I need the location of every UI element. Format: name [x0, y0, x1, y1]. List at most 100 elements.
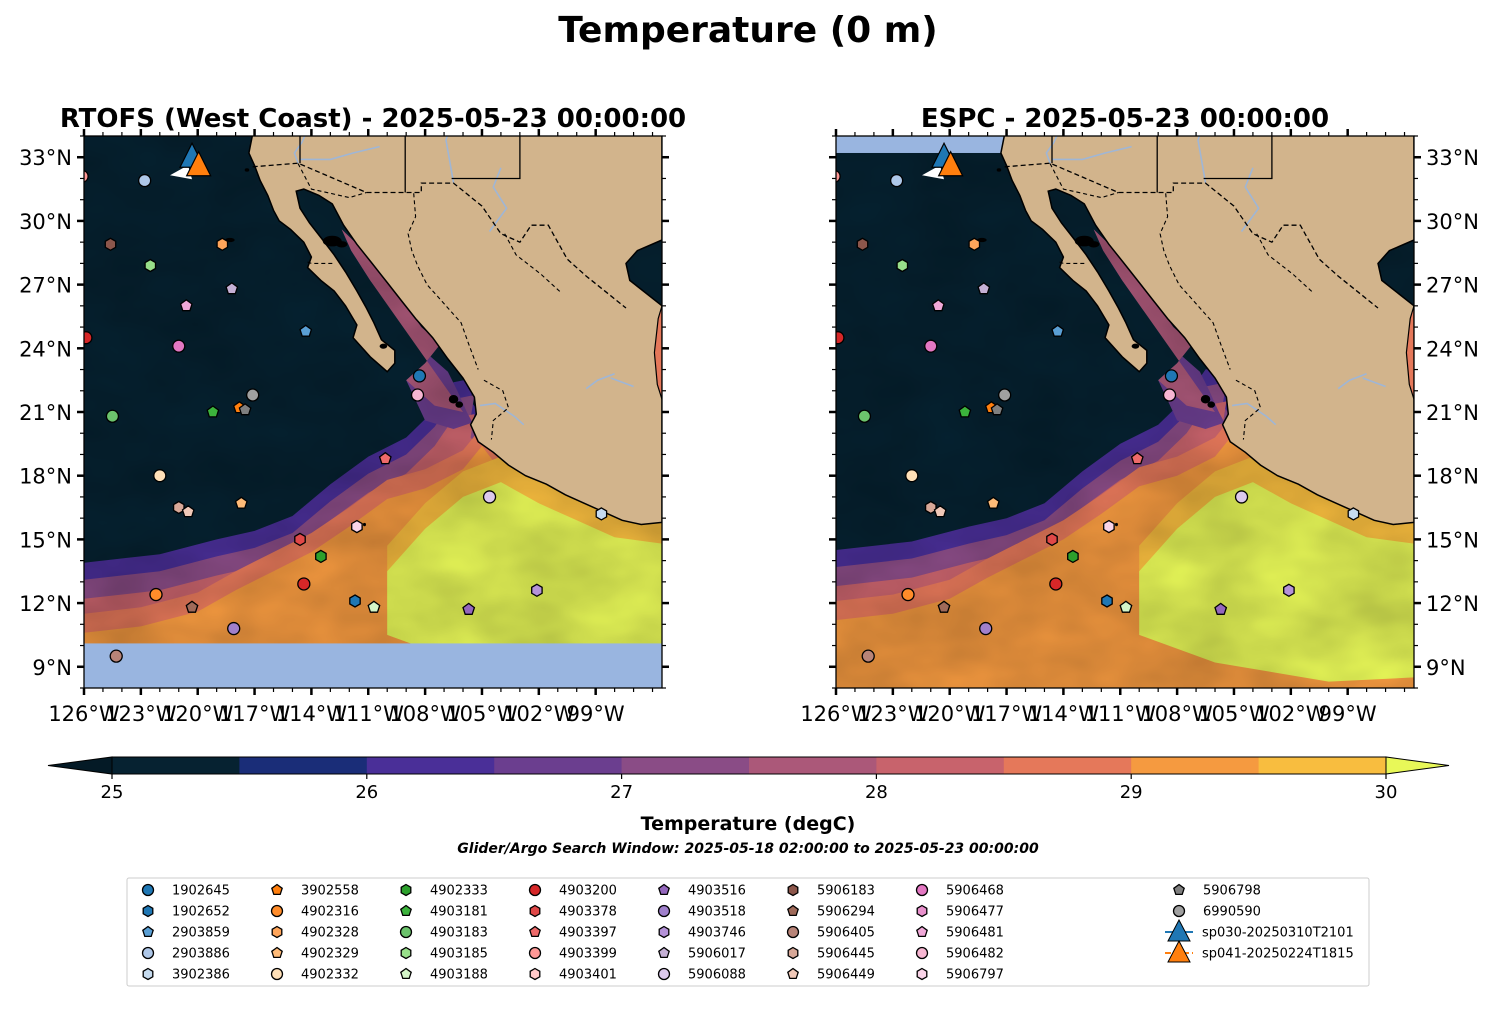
float-marker	[412, 369, 427, 383]
float-marker	[137, 173, 152, 188]
legend-label: 5906017	[688, 947, 746, 962]
legend-label: 4903516	[688, 884, 746, 899]
float-marker	[990, 403, 1004, 416]
float-marker	[482, 490, 497, 504]
legend-marker	[271, 925, 283, 939]
y-tick-label: 12°N	[19, 592, 72, 616]
x-tick-label: 120°W	[162, 702, 234, 726]
island	[1131, 343, 1140, 349]
colorbar-segment	[112, 757, 240, 774]
gulf-of-mexico-edge	[1405, 305, 1414, 400]
legend-label: 4903200	[559, 884, 617, 899]
legend-entry: 5906294	[787, 905, 875, 920]
float-marker	[1214, 602, 1228, 615]
legend-entry: 5906477	[916, 905, 1004, 920]
river	[1362, 377, 1386, 388]
state-border	[407, 193, 479, 370]
legend-label: 5906449	[817, 968, 875, 983]
legend-label: 4902316	[301, 905, 359, 920]
no-data-region	[84, 643, 662, 688]
float-marker	[1067, 549, 1079, 564]
float-marker	[937, 600, 951, 613]
float-marker	[968, 237, 981, 252]
float-marker	[216, 237, 229, 252]
legend-entry: 4903183	[399, 926, 488, 941]
legend-label: 4903401	[559, 968, 617, 983]
x-tick-label: 117°W	[971, 702, 1043, 726]
legend-label: 5906468	[946, 884, 1004, 899]
legend-frame	[126, 877, 1370, 987]
legend-entry: 4903200	[528, 883, 617, 899]
legend-entry: 6990590	[1172, 905, 1261, 920]
legend-label: 5906294	[817, 905, 875, 920]
river	[1231, 402, 1277, 426]
float-marker	[836, 331, 845, 345]
x-tick-label: 126°W	[800, 702, 872, 726]
y-tick-label: 18°N	[1426, 465, 1479, 489]
legend-entry: 4902329	[271, 946, 359, 962]
legend-label: 4903181	[430, 905, 488, 920]
river	[1240, 167, 1260, 232]
colorbar-tick-label: 25	[101, 782, 124, 803]
legend-entry: 4902316	[270, 905, 359, 920]
x-tick-label: 111°W	[333, 702, 405, 726]
colorbar-segment	[494, 757, 623, 774]
float-marker	[238, 403, 252, 416]
river	[1045, 136, 1058, 164]
glider-markers	[170, 141, 212, 180]
float-marker	[986, 496, 1000, 509]
colorbar-label: Temperature (degC)	[641, 813, 856, 835]
glider-markers	[922, 141, 964, 180]
legend-label: 4902329	[301, 947, 359, 962]
legend-label: 5906405	[817, 926, 875, 941]
legend-marker	[271, 946, 283, 959]
river	[293, 136, 306, 164]
float-marker	[153, 469, 167, 483]
legend-label: 4902332	[301, 968, 359, 983]
float-marker	[1234, 490, 1249, 504]
legend-label: 4903397	[559, 926, 617, 941]
legend-label: 3902386	[172, 968, 230, 983]
legend-marker	[528, 883, 542, 897]
river	[488, 167, 508, 232]
x-tick-label: 105°W	[1198, 702, 1270, 726]
float-marker	[889, 173, 904, 188]
island	[455, 401, 464, 408]
state-border	[1203, 136, 1273, 180]
float-marker	[1162, 388, 1177, 402]
legend-entry: 4902333	[400, 884, 488, 899]
legend-label: 1902645	[172, 884, 230, 899]
legend-marker	[657, 967, 671, 981]
legend-entry: 4903399	[528, 947, 617, 962]
colorbar-segment	[621, 757, 750, 774]
legend-entry: 5906405	[786, 926, 875, 941]
river	[1197, 136, 1207, 183]
x-tick-label: 114°W	[276, 702, 348, 726]
float-marker	[1130, 451, 1144, 465]
island	[448, 395, 459, 404]
colorbar-tick-label: 27	[610, 782, 633, 803]
y-tick-label: 27°N	[1426, 274, 1479, 298]
map-area	[836, 136, 1414, 688]
float-marker	[857, 409, 872, 423]
legend-label: 4903185	[430, 947, 488, 962]
river	[585, 373, 615, 390]
legend-marker	[529, 967, 541, 981]
float-marker	[246, 388, 260, 402]
x-tick-label: 123°W	[857, 702, 929, 726]
legend-entry: 4902328	[271, 925, 359, 941]
x-tick-label: 99°W	[1319, 702, 1377, 726]
legend-marker	[1173, 883, 1185, 896]
float-marker	[225, 282, 239, 295]
legend-entry: 4903746	[658, 925, 746, 941]
state-border	[483, 379, 510, 440]
y-tick-label: 30°N	[1426, 210, 1479, 234]
x-tick-label: 99°W	[567, 702, 625, 726]
legend-label: sp041-20250224T1815	[1202, 947, 1354, 962]
legend-marker	[658, 925, 670, 939]
legend-marker	[657, 904, 671, 918]
float-marker	[84, 169, 89, 183]
state-border	[1159, 193, 1231, 370]
island	[1088, 241, 1100, 248]
